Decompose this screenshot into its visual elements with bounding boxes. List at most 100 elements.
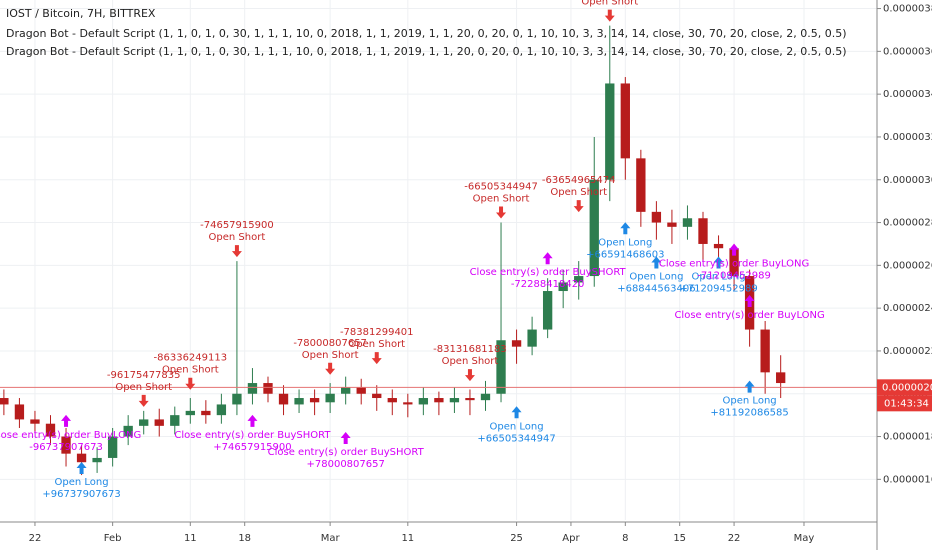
- candle-body: [387, 398, 397, 403]
- y-tick-label: 0.00000240: [883, 303, 932, 314]
- candle-body: [682, 218, 693, 227]
- candle-body: [356, 387, 366, 394]
- candle-body: [511, 340, 522, 347]
- annotation-text: Close entry(s) order BuyLONG: [0, 430, 141, 441]
- candle-body: [449, 398, 460, 403]
- x-tick-label: Feb: [104, 533, 122, 544]
- y-tick-label: 0.00000340: [883, 89, 932, 100]
- annotation-value: +66591468603: [586, 249, 664, 260]
- annotation-value: -78000807657: [293, 338, 367, 349]
- candle-body: [139, 419, 149, 426]
- candle-body: [620, 83, 630, 159]
- annotation-value: -78381299401: [340, 327, 414, 338]
- x-tick-label: 15: [673, 533, 686, 544]
- x-tick-label: 18: [238, 533, 251, 544]
- annotation-value: +71209452989: [679, 284, 757, 295]
- annotation-text: Close entry(s) order BuySHORT: [174, 430, 331, 441]
- candle-body: [0, 398, 9, 405]
- x-tick-label: Mar: [321, 533, 341, 544]
- signal-arrow: [729, 243, 740, 256]
- annotation-value: -96175477835: [107, 370, 181, 381]
- y-tick-label: 0.00000260: [883, 260, 932, 271]
- chart-title: IOST / Bitcoin, 7H, BITTREX: [6, 7, 156, 20]
- signal-arrow: [542, 252, 553, 265]
- annotation-value: -86336249113: [154, 353, 228, 364]
- annotation-text: Open Short: [115, 382, 172, 393]
- signal-arrow: [620, 222, 631, 235]
- candle-body: [558, 282, 568, 292]
- annotation-value: -71209452989: [697, 271, 771, 282]
- candle-body: [403, 402, 413, 405]
- candle-body: [278, 393, 289, 405]
- signal-arrow: [185, 377, 196, 390]
- candle-body: [480, 393, 491, 401]
- y-tick-label: 0.00000160: [883, 474, 932, 485]
- annotation-text: Close entry(s) order BuySHORT: [268, 447, 425, 458]
- candle-body: [713, 243, 724, 249]
- y-tick-label: 0.00000220: [883, 346, 932, 357]
- last-price-box: [877, 379, 932, 396]
- annotation-value: -72288418420: [511, 279, 585, 290]
- candle-body: [216, 404, 227, 416]
- signal-arrow: [76, 461, 87, 474]
- candle-body: [247, 383, 258, 394]
- signal-arrow: [651, 256, 662, 269]
- candle-body: [341, 387, 351, 394]
- annotation-text: Close entry(s) order BuyLONG: [659, 259, 809, 270]
- candle-body: [201, 410, 211, 416]
- annotation-value: +74657915900: [213, 442, 291, 453]
- annotation-text: Open Long: [490, 421, 544, 432]
- y-tick-label: 0.00000360: [883, 46, 932, 57]
- y-tick-label: 0.00000320: [883, 132, 932, 143]
- annotation-value: +66505344947: [477, 433, 555, 444]
- candle-body: [123, 425, 133, 437]
- candle-body: [154, 419, 164, 426]
- annotation-text: Open Short: [442, 356, 499, 367]
- annotation-value: -63654965474: [542, 175, 616, 186]
- annotation-text: Close entry(s) order BuyLONG: [674, 310, 824, 321]
- signal-arrow: [713, 256, 724, 269]
- candle-body: [636, 158, 646, 212]
- annotation-text: Open Short: [473, 194, 530, 205]
- signal-arrow: [604, 9, 615, 22]
- candle-body: [496, 340, 506, 394]
- signal-arrow: [464, 369, 475, 382]
- candle-body: [30, 419, 40, 424]
- candle-body: [574, 276, 584, 283]
- signal-arrow: [496, 206, 507, 219]
- annotation-text: Open Long: [55, 477, 109, 488]
- annotation-text: Open Short: [209, 232, 266, 243]
- signal-arrow: [511, 406, 522, 419]
- indicator-label: Dragon Bot - Default Script (1, 1, 0, 1,…: [6, 27, 846, 40]
- annotation-text: Open Short: [348, 339, 405, 350]
- annotation-value: +96737907673: [42, 489, 120, 500]
- y-tick-label: 0.00000280: [883, 218, 932, 229]
- candle-body: [294, 398, 304, 405]
- annotation-text: Open Long: [691, 272, 745, 283]
- candle-body: [729, 248, 739, 277]
- candle-body: [527, 329, 537, 347]
- x-tick-label: 11: [184, 533, 197, 544]
- signal-arrow: [573, 200, 584, 213]
- candle-body: [542, 291, 553, 330]
- annotation-text: Open Long: [723, 396, 777, 407]
- candle-body: [372, 393, 382, 399]
- annotation-text: Open Short: [550, 187, 607, 198]
- candle-body: [45, 423, 56, 437]
- annotation-text: Open Short: [162, 365, 219, 376]
- indicator-label: Dragon Bot - Default Script (1, 1, 0, 1,…: [6, 45, 846, 58]
- candle-body: [605, 83, 615, 180]
- candle-body: [589, 179, 599, 277]
- signal-arrow: [138, 394, 149, 407]
- x-tick-label: 25: [510, 533, 523, 544]
- annotation-value: +78000807657: [306, 459, 384, 470]
- candle-body: [170, 415, 180, 426]
- signal-arrow: [744, 380, 755, 393]
- y-tick-label: 0.00000300: [883, 175, 932, 186]
- x-tick-label: 11: [401, 533, 414, 544]
- annotation-text: Open Short: [581, 0, 638, 8]
- candle-body: [760, 329, 770, 373]
